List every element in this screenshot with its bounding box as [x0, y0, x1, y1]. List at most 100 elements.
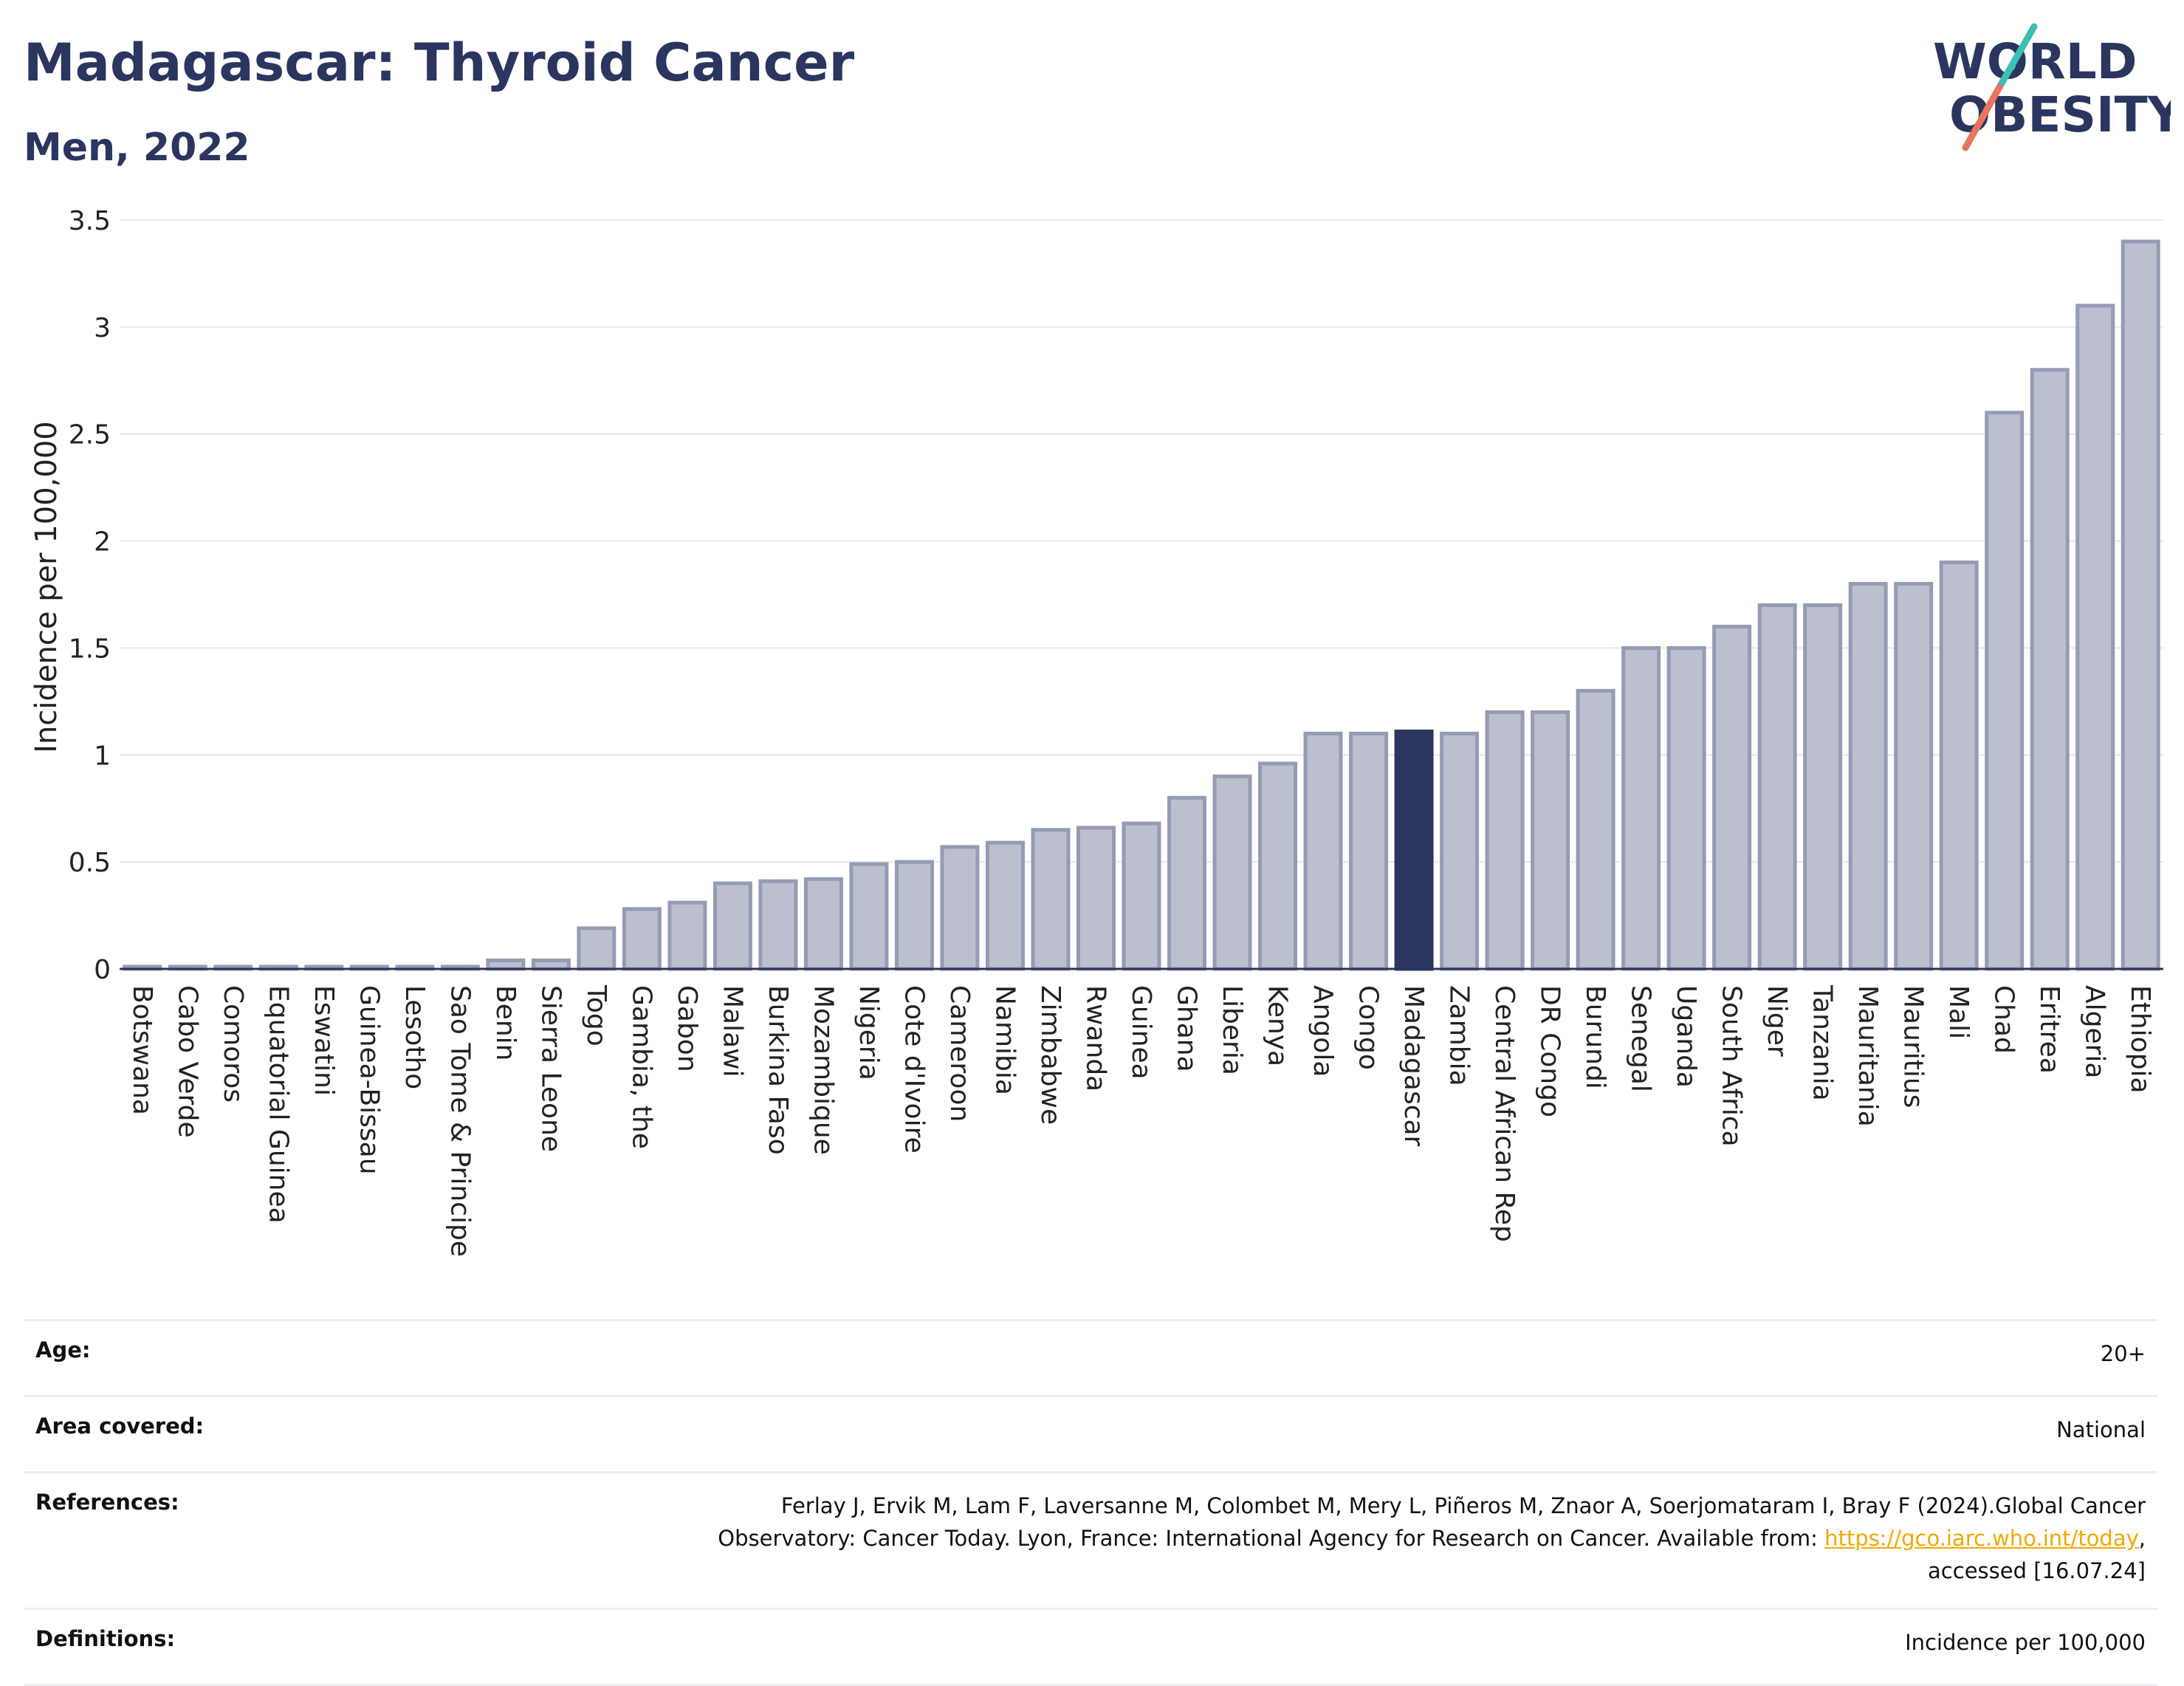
bar-kenya [1258, 761, 1298, 971]
x-tick-label: Togo [581, 984, 611, 1046]
x-tick-label: South Africa [1717, 985, 1747, 1147]
bar-guinea [1122, 821, 1161, 971]
reference-line1: Ferlay J, Ervik M, Lam F, Laversanne M, … [780, 1493, 2146, 1518]
x-tick-label: Angola [1308, 985, 1338, 1077]
x-tick-label: Ethiopia [2125, 985, 2155, 1094]
x-axis-ticks: Botswana Cabo Verde Comoros Equatorial Guin… [127, 984, 2155, 1257]
x-tick-label: Gabon [672, 985, 702, 1072]
bar-nigeria [849, 862, 889, 971]
x-tick-label: Lesotho [399, 985, 430, 1089]
logo-slash-teal [1996, 23, 2038, 91]
bar-tanzania [1803, 603, 1843, 971]
bar-ghana [1167, 795, 1207, 971]
x-tick-label: Mozambique [808, 985, 838, 1155]
bar-liberia [1212, 774, 1252, 971]
y-axis-label: Incidence per 100,000 [30, 421, 63, 753]
y-axis-ticks: 0 0.5 1 1.5 2 2.5 3 3.5 [69, 206, 111, 985]
bar-eritrea [2030, 368, 2070, 971]
meta-value: National [490, 1395, 2157, 1473]
bar-burkina-faso [758, 879, 798, 971]
x-tick-label: Benin [490, 985, 521, 1060]
y-tick-label: 3.5 [69, 206, 111, 236]
y-tick-label: 0 [94, 955, 111, 985]
x-tick-label: Rwanda [1080, 985, 1110, 1092]
x-tick-label: Cote d'Ivoire [899, 985, 929, 1154]
bar-ethiopia [2121, 239, 2160, 971]
x-tick-label: Uganda [1671, 985, 1701, 1088]
bar-zimbabwe [1031, 828, 1071, 971]
x-tick-label: Eswatini [309, 985, 339, 1096]
bar-mauritius [1894, 582, 1934, 971]
x-tick-label: Central African Rep [1489, 985, 1519, 1242]
x-tick-label: Burkina Faso [763, 985, 793, 1155]
x-tick-label: Comoros [218, 985, 248, 1103]
reference-line2: Observatory: Cancer Today. Lyon, France:… [718, 1526, 1825, 1551]
x-tick-label: Mauritius [1898, 985, 1929, 1108]
x-tick-label: Algeria [2080, 985, 2110, 1079]
x-tick-label: Congo [1353, 985, 1384, 1070]
meta-value: 20+ [490, 1319, 2157, 1397]
meta-row-area: Area covered: National [24, 1395, 2157, 1473]
x-tick-label: Madagascar [1398, 985, 1429, 1147]
x-tick-label: Sao Tome & Principe [444, 985, 475, 1257]
metadata-table: Age: 20+ Area covered: National Referenc… [24, 1319, 2157, 1686]
x-tick-label: Niger [1762, 985, 1792, 1057]
meta-row-definitions: Definitions: Incidence per 100,000 [24, 1608, 2157, 1686]
x-tick-label: Sierra Leone [535, 985, 566, 1152]
x-tick-label: Mauritania [1852, 985, 1883, 1127]
meta-value: Incidence per 100,000 [490, 1608, 2157, 1686]
bar-chart: 0 0.5 1 1.5 2 2.5 3 3.5 Botswana Cabo Verde Comor… [30, 206, 2163, 1257]
x-tick-label: Kenya [1263, 985, 1293, 1066]
meta-row-age: Age: 20+ [24, 1319, 2157, 1397]
bar-senegal [1621, 645, 1661, 971]
bar-mali [1939, 561, 1979, 971]
bar-zambia [1440, 731, 1480, 971]
reference-link[interactable]: https://gco.iarc.who.int/today [1824, 1526, 2139, 1551]
bar-mauritania [1848, 582, 1888, 971]
x-tick-label: Mali [1943, 985, 1974, 1039]
world-obesity-logo: WORLD OBESITY [1933, 23, 2171, 151]
meta-label: References: [24, 1471, 490, 1609]
y-tick-label: 0.5 [69, 848, 111, 878]
y-tick-label: 3 [94, 313, 111, 343]
x-tick-label: Burundi [1580, 985, 1610, 1089]
x-tick-label: DR Congo [1535, 985, 1565, 1117]
y-tick-label: 1.5 [69, 634, 111, 664]
bar-angola [1303, 731, 1343, 971]
logo-line1: WORLD [1933, 33, 2137, 90]
x-tick-label: Senegal [1626, 985, 1656, 1092]
meta-row-references: References: Ferlay J, Ervik M, Lam F, La… [24, 1471, 2157, 1609]
bar-mozambique [803, 877, 843, 971]
meta-label: Area covered: [24, 1395, 490, 1473]
bar-congo [1349, 731, 1389, 971]
logo-slash-coral [1962, 83, 2003, 151]
bar-benin [486, 958, 526, 971]
x-tick-label: Equatorial Guinea [263, 985, 293, 1224]
x-tick-label: Chad [1989, 985, 2019, 1054]
bar-niger [1757, 603, 1797, 971]
bar-gambia-the [622, 907, 662, 971]
bar-south-africa [1712, 624, 1752, 971]
bar-uganda [1666, 645, 1706, 971]
bar-chad [1985, 411, 2025, 971]
y-tick-label: 1 [94, 741, 111, 771]
bar-burundi [1576, 688, 1615, 971]
x-tick-label: Malawi [717, 985, 747, 1077]
bar-gabon [667, 900, 707, 971]
bar-malawi [712, 881, 752, 971]
x-tick-label: Namibia [989, 985, 1020, 1095]
x-tick-label: Cabo Verde [172, 985, 202, 1138]
bars [123, 239, 2160, 971]
x-tick-label: Zimbabwe [1035, 985, 1065, 1125]
bar-togo [577, 926, 617, 971]
chart-title: Madagascar: Thyroid Cancer [24, 32, 855, 93]
meta-value: Ferlay J, Ervik M, Lam F, Laversanne M, … [490, 1471, 2157, 1609]
x-tick-label: Tanzania [1807, 984, 1838, 1101]
bar-algeria [2075, 304, 2115, 971]
bar-rwanda [1076, 826, 1116, 971]
x-tick-label: Nigeria [854, 985, 884, 1080]
y-tick-label: 2.5 [69, 420, 111, 450]
x-tick-label: Ghana [1172, 985, 1202, 1072]
bar-central-african-rep [1485, 710, 1525, 971]
x-tick-label: Eritrea [2034, 985, 2064, 1074]
